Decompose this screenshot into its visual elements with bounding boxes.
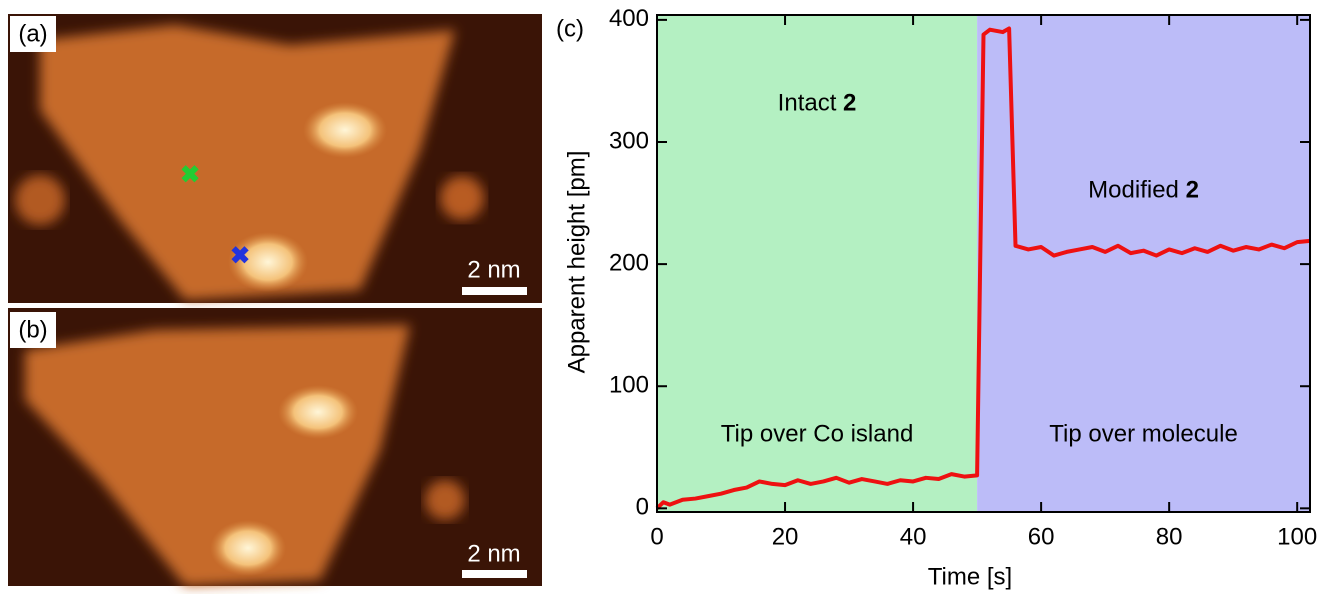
- scale-bar-label: 2 nm: [467, 256, 520, 283]
- blob: [440, 176, 484, 220]
- x-tick-label: 0: [650, 523, 663, 550]
- blob: [425, 480, 465, 520]
- x-tick-label: 20: [772, 523, 799, 550]
- x-axis-label: Time [s]: [928, 563, 1012, 590]
- scale-bar: [462, 570, 527, 578]
- molecule: [210, 520, 286, 576]
- molecule: [303, 102, 387, 158]
- y-tick-label: 400: [609, 5, 649, 32]
- molecule: [228, 232, 308, 292]
- plot: Intact 2 Tip over Co island Modified 2 Tip …: [609, 5, 1317, 550]
- panel-label: (c): [556, 15, 584, 42]
- scale-bar: [462, 287, 527, 295]
- island: [40, 25, 455, 300]
- region-label-bold: 2: [843, 90, 856, 117]
- plot-frame: [656, 14, 1311, 513]
- y-tick-label: 200: [609, 249, 649, 276]
- region-label-text: Intact: [778, 90, 837, 117]
- panel-label: (a): [18, 20, 47, 47]
- marker: ✖: [180, 161, 200, 188]
- marker: ✖: [230, 242, 250, 269]
- scale-bar-label: 2 nm: [467, 540, 520, 567]
- y-axis-label: Apparent height [pm]: [563, 151, 590, 374]
- x-tick-label: 40: [900, 523, 927, 550]
- x-tick-label: 60: [1028, 523, 1055, 550]
- region: [977, 15, 1310, 512]
- x-tick-label: 80: [1156, 523, 1183, 550]
- molecule: [278, 385, 358, 439]
- y-tick-label: 300: [609, 127, 649, 154]
- region-label-bold: 2: [1186, 177, 1199, 204]
- stm-image-b: (b) 2 nm: [8, 308, 542, 586]
- region: [657, 15, 978, 512]
- stm-image-a: ✖ ✖ (a) 2 nm: [8, 14, 542, 303]
- y-tick-label: 100: [609, 372, 649, 399]
- region-note: Tip over molecule: [1049, 420, 1238, 447]
- label-box: [10, 16, 56, 52]
- region-note: Tip over Co island: [721, 420, 914, 447]
- x-tick-label: 100: [1277, 523, 1317, 550]
- region-label: Modified 2: [1088, 177, 1199, 204]
- data-line: [655, 26, 1311, 510]
- blob: [15, 175, 65, 225]
- panel-label: (b): [18, 316, 47, 343]
- region-label: Intact 2: [778, 90, 857, 117]
- region-label-text: Modified: [1088, 177, 1179, 204]
- label-box: [10, 312, 56, 348]
- y-tick-label: 0: [636, 494, 649, 521]
